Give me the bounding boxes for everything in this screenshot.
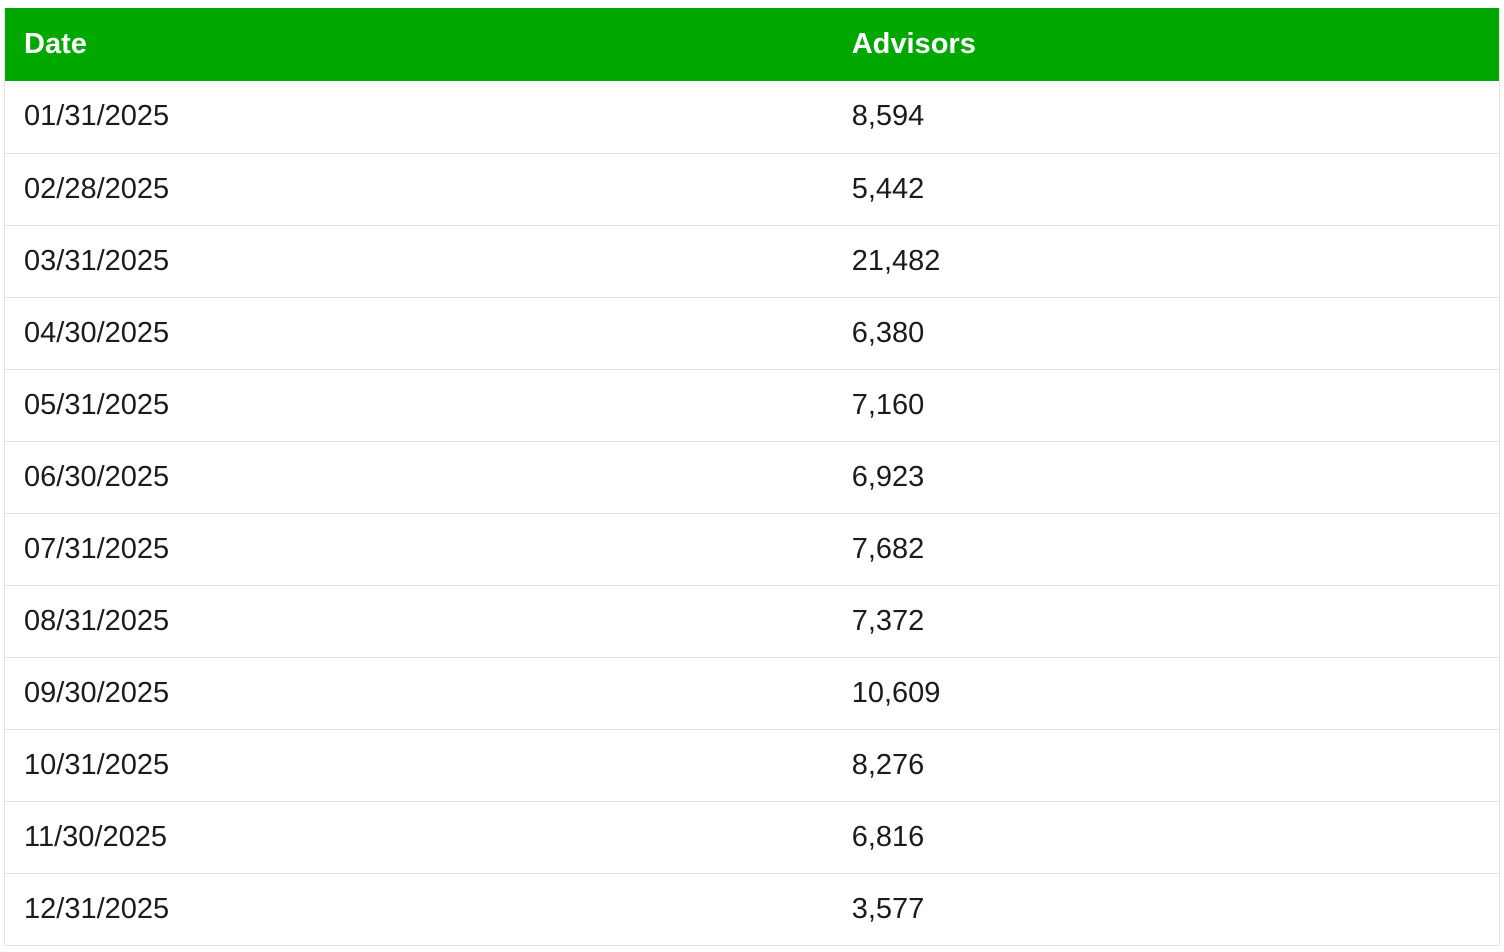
table-body: 01/31/2025 8,594 02/28/2025 5,442 03/31/… xyxy=(4,81,1500,946)
table-row: 07/31/2025 7,682 xyxy=(4,513,1500,586)
table-row: 05/31/2025 7,160 xyxy=(4,369,1500,442)
advisors-cell: 3,577 xyxy=(832,873,1500,946)
table-row: 04/30/2025 6,380 xyxy=(4,297,1500,370)
date-cell: 04/30/2025 xyxy=(4,297,833,370)
advisors-by-date-table: Date Advisors 01/31/2025 8,594 02/28/202… xyxy=(4,8,1500,946)
date-cell: 02/28/2025 xyxy=(4,153,833,226)
advisors-cell: 10,609 xyxy=(832,657,1500,730)
advisors-cell: 21,482 xyxy=(832,225,1500,298)
table-row: 12/31/2025 3,577 xyxy=(4,873,1500,946)
date-cell: 05/31/2025 xyxy=(4,369,833,442)
date-cell: 03/31/2025 xyxy=(4,225,833,298)
advisors-cell: 7,372 xyxy=(832,585,1500,658)
advisors-cell: 6,380 xyxy=(832,297,1500,370)
advisors-cell: 6,816 xyxy=(832,801,1500,874)
advisors-cell: 5,442 xyxy=(832,153,1500,226)
advisors-cell: 7,160 xyxy=(832,369,1500,442)
table-row: 02/28/2025 5,442 xyxy=(4,153,1500,226)
table-row: 09/30/2025 10,609 xyxy=(4,657,1500,730)
table-row: 11/30/2025 6,816 xyxy=(4,801,1500,874)
date-cell: 11/30/2025 xyxy=(4,801,833,874)
date-cell: 12/31/2025 xyxy=(4,873,833,946)
date-cell: 07/31/2025 xyxy=(4,513,833,586)
advisors-cell: 8,594 xyxy=(832,81,1500,154)
table-row: 08/31/2025 7,372 xyxy=(4,585,1500,658)
column-header-advisors: Advisors xyxy=(832,8,1500,81)
date-cell: 06/30/2025 xyxy=(4,441,833,514)
table-row: 01/31/2025 8,594 xyxy=(4,81,1500,154)
advisors-cell: 7,682 xyxy=(832,513,1500,586)
advisors-cell: 6,923 xyxy=(832,441,1500,514)
date-cell: 10/31/2025 xyxy=(4,729,833,802)
column-header-date: Date xyxy=(4,8,833,81)
table-header: Date Advisors xyxy=(4,8,1500,81)
table-header-row: Date Advisors xyxy=(4,8,1500,81)
table-row: 06/30/2025 6,923 xyxy=(4,441,1500,514)
advisors-cell: 8,276 xyxy=(832,729,1500,802)
table-row: 10/31/2025 8,276 xyxy=(4,729,1500,802)
date-cell: 08/31/2025 xyxy=(4,585,833,658)
date-cell: 09/30/2025 xyxy=(4,657,833,730)
date-cell: 01/31/2025 xyxy=(4,81,833,154)
table-row: 03/31/2025 21,482 xyxy=(4,225,1500,298)
